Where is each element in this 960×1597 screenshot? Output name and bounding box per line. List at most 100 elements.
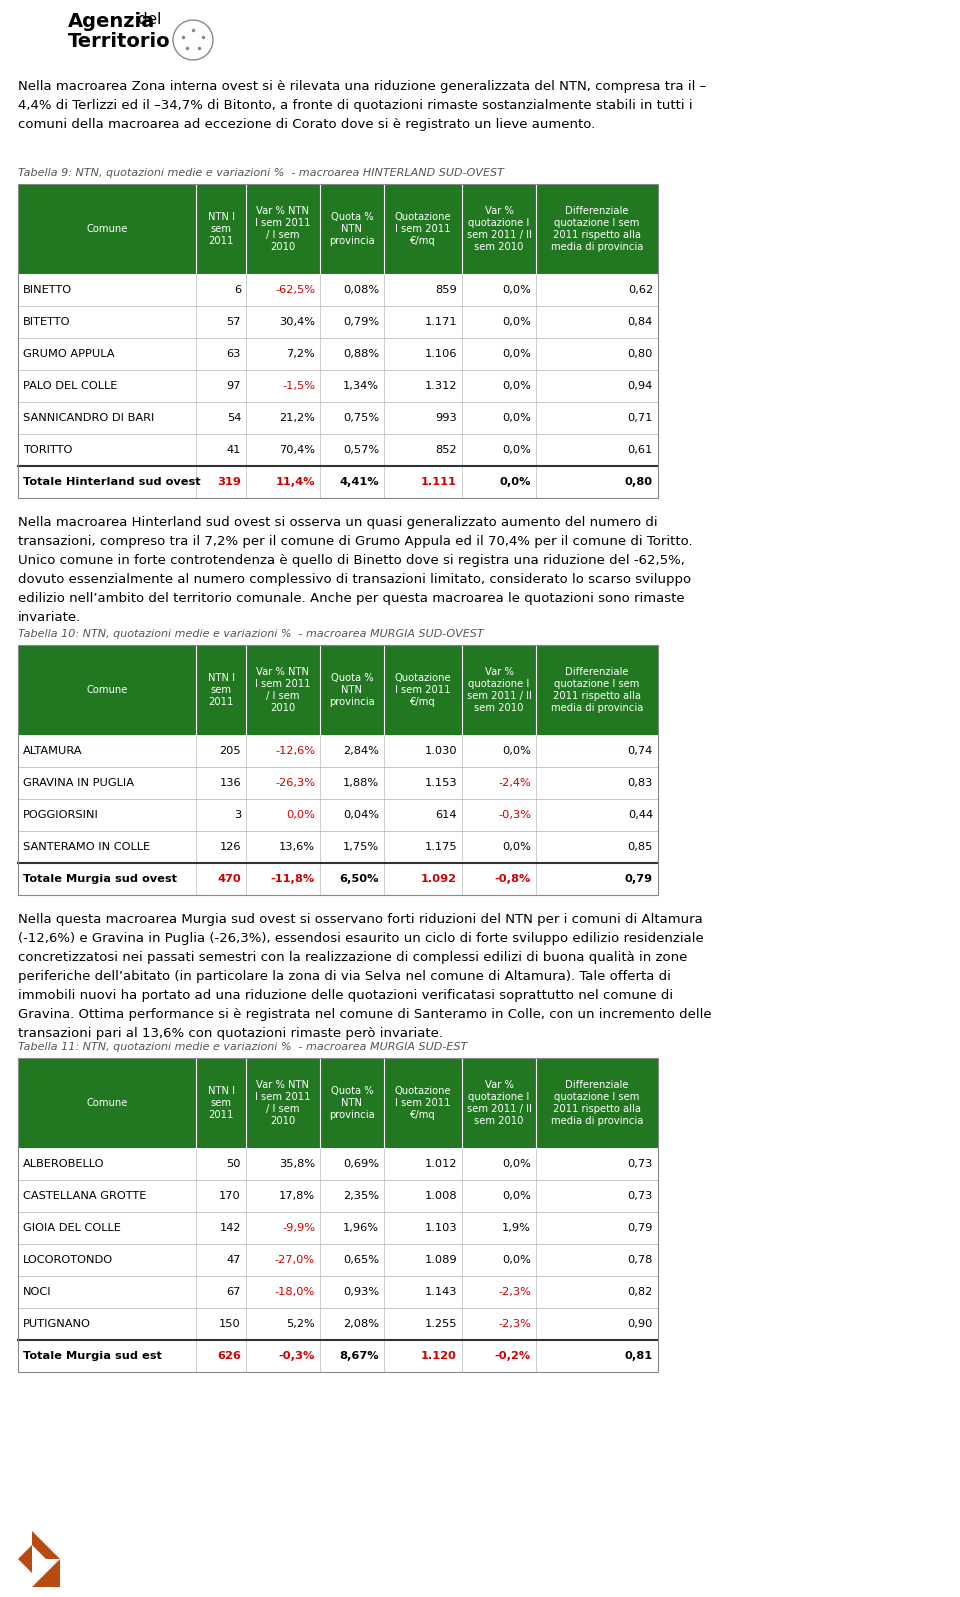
Text: Comune: Comune	[86, 224, 128, 235]
Text: 41: 41	[227, 446, 241, 455]
Text: -26,3%: -26,3%	[275, 778, 315, 789]
Text: 0,80: 0,80	[628, 350, 653, 359]
Text: 1.312: 1.312	[424, 382, 457, 391]
Text: 63: 63	[227, 350, 241, 359]
Text: 1.030: 1.030	[424, 746, 457, 757]
Bar	[18, 1057, 658, 1148]
Text: 0,65%: 0,65%	[343, 1255, 379, 1265]
Text: 4,41%: 4,41%	[340, 478, 379, 487]
Text: LOCOROTONDO: LOCOROTONDO	[23, 1255, 113, 1265]
Text: -1,5%: -1,5%	[282, 382, 315, 391]
Text: 0,81: 0,81	[625, 1351, 653, 1361]
Text: -12,6%: -12,6%	[275, 746, 315, 757]
Text: 205: 205	[220, 746, 241, 757]
Text: 1,88%: 1,88%	[343, 778, 379, 789]
Text: NTN I
sem
2011: NTN I sem 2011	[207, 212, 234, 246]
Text: 626: 626	[217, 1351, 241, 1361]
Text: SANTERAMO IN COLLE: SANTERAMO IN COLLE	[23, 842, 150, 853]
Text: Agenzia: Agenzia	[68, 13, 156, 30]
Text: 2,08%: 2,08%	[343, 1319, 379, 1329]
Text: 0,0%: 0,0%	[502, 1255, 531, 1265]
Bar	[18, 1276, 658, 1308]
Bar	[18, 1180, 658, 1212]
Text: 0,62: 0,62	[628, 284, 653, 295]
Text: 0,0%: 0,0%	[499, 478, 531, 487]
Text: 1.255: 1.255	[424, 1319, 457, 1329]
Text: 70,4%: 70,4%	[279, 446, 315, 455]
Text: 0,80: 0,80	[625, 478, 653, 487]
Text: 6: 6	[234, 284, 241, 295]
Bar	[18, 864, 658, 896]
Text: 1.153: 1.153	[424, 778, 457, 789]
Text: Quota %
NTN
provincia: Quota % NTN provincia	[329, 212, 374, 246]
Text: 0,0%: 0,0%	[502, 1191, 531, 1201]
Text: 2,35%: 2,35%	[343, 1191, 379, 1201]
Text: 5,2%: 5,2%	[286, 1319, 315, 1329]
Text: Territorio: Territorio	[68, 32, 171, 51]
Bar	[18, 1212, 658, 1244]
Bar	[18, 339, 658, 371]
Text: Nella macroarea Zona interna ovest si è rilevata una riduzione generalizzata del: Nella macroarea Zona interna ovest si è …	[18, 80, 707, 131]
Text: 1.111: 1.111	[421, 478, 457, 487]
Bar	[18, 371, 658, 402]
Text: Var %
quotazione I
sem 2011 / II
sem 2010: Var % quotazione I sem 2011 / II sem 201…	[467, 206, 532, 252]
Text: 0,0%: 0,0%	[502, 1158, 531, 1169]
Text: 852: 852	[436, 446, 457, 455]
Bar	[18, 1057, 658, 1148]
Text: 0,78: 0,78	[628, 1255, 653, 1265]
Bar	[18, 1057, 658, 1372]
Text: GRUMO APPULA: GRUMO APPULA	[23, 350, 114, 359]
Text: 0,74: 0,74	[628, 746, 653, 757]
Text: 0,0%: 0,0%	[502, 842, 531, 853]
Text: -27,0%: -27,0%	[275, 1255, 315, 1265]
Bar	[18, 735, 658, 767]
Text: Quotazione
I sem 2011
€/mq: Quotazione I sem 2011 €/mq	[395, 674, 451, 707]
Text: Totale Murgia sud est: Totale Murgia sud est	[23, 1351, 162, 1361]
Text: 614: 614	[436, 810, 457, 821]
Polygon shape	[32, 1559, 60, 1587]
Text: -2,3%: -2,3%	[498, 1319, 531, 1329]
Text: 1,9%: 1,9%	[502, 1223, 531, 1233]
Text: 1,75%: 1,75%	[343, 842, 379, 853]
Text: 0,44: 0,44	[628, 810, 653, 821]
Text: -0,3%: -0,3%	[498, 810, 531, 821]
Text: 1.143: 1.143	[424, 1287, 457, 1297]
Text: 0,93%: 0,93%	[343, 1287, 379, 1297]
Text: 50: 50	[227, 1158, 241, 1169]
Text: 1.103: 1.103	[424, 1223, 457, 1233]
Text: Var %
quotazione I
sem 2011 / II
sem 2010: Var % quotazione I sem 2011 / II sem 201…	[467, 1080, 532, 1126]
Text: 3: 3	[233, 810, 241, 821]
Text: -0,8%: -0,8%	[494, 874, 531, 885]
Text: ALTAMURA: ALTAMURA	[23, 746, 83, 757]
Bar	[18, 184, 658, 275]
Text: 11,4%: 11,4%	[276, 478, 315, 487]
Text: -9,9%: -9,9%	[282, 1223, 315, 1233]
Bar	[18, 275, 658, 307]
Text: 1,96%: 1,96%	[343, 1223, 379, 1233]
Text: 0,0%: 0,0%	[502, 414, 531, 423]
Text: -62,5%: -62,5%	[275, 284, 315, 295]
Text: 30,4%: 30,4%	[279, 316, 315, 327]
Text: NTN I
sem
2011: NTN I sem 2011	[207, 1086, 234, 1119]
Text: Quota %
NTN
provincia: Quota % NTN provincia	[329, 1086, 374, 1119]
Bar	[18, 184, 658, 275]
Polygon shape	[18, 1544, 32, 1573]
Text: 126: 126	[220, 842, 241, 853]
Text: 1.012: 1.012	[424, 1158, 457, 1169]
Text: 0,82: 0,82	[628, 1287, 653, 1297]
Text: SANNICANDRO DI BARI: SANNICANDRO DI BARI	[23, 414, 155, 423]
Bar	[18, 767, 658, 798]
Text: Differenziale
quotazione I sem
2011 rispetto alla
media di provincia: Differenziale quotazione I sem 2011 risp…	[551, 668, 643, 714]
Text: 54: 54	[227, 414, 241, 423]
Text: 136: 136	[220, 778, 241, 789]
Text: 319: 319	[217, 478, 241, 487]
Text: Nella macroarea Hinterland sud ovest si osserva un quasi generalizzato aumento d: Nella macroarea Hinterland sud ovest si …	[18, 516, 692, 624]
Text: 97: 97	[227, 382, 241, 391]
Text: NTN I
sem
2011: NTN I sem 2011	[207, 674, 234, 707]
Text: POGGIORSINI: POGGIORSINI	[23, 810, 99, 821]
Text: 170: 170	[219, 1191, 241, 1201]
Text: Var % NTN
I sem 2011
/ I sem
2010: Var % NTN I sem 2011 / I sem 2010	[255, 1080, 311, 1126]
Text: 2,84%: 2,84%	[343, 746, 379, 757]
Text: 21,2%: 21,2%	[279, 414, 315, 423]
Text: 1.106: 1.106	[424, 350, 457, 359]
